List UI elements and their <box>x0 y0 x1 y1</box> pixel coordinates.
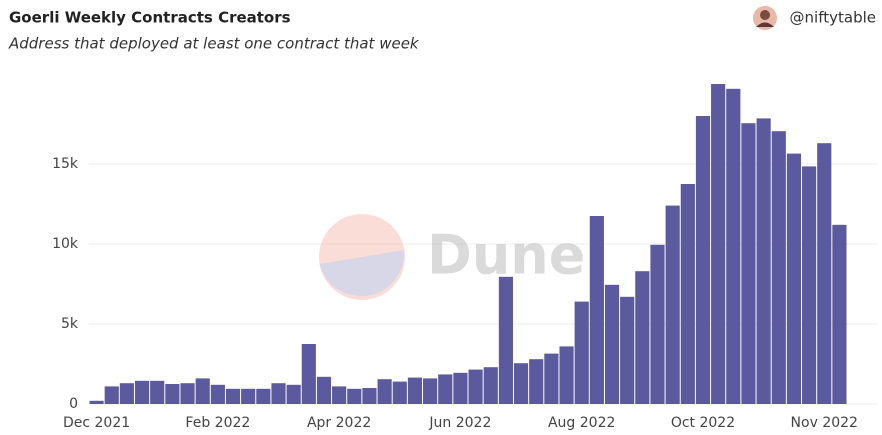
y-tick-label: 0 <box>69 396 78 412</box>
bar <box>771 131 786 404</box>
bar <box>513 363 529 404</box>
bar <box>256 388 271 404</box>
x-tick-label: Dec 2021 <box>63 415 130 431</box>
avatar <box>753 6 777 30</box>
y-tick-label: 10k <box>52 236 79 252</box>
bar <box>680 184 695 404</box>
bar <box>726 88 741 405</box>
bar <box>210 384 225 404</box>
bar <box>832 224 847 404</box>
bar <box>225 388 241 404</box>
bar <box>423 378 438 404</box>
x-tick-label: Oct 2022 <box>671 415 735 431</box>
bar <box>271 383 286 404</box>
bar <box>544 353 559 404</box>
x-tick-label: Aug 2022 <box>548 415 615 431</box>
bar <box>195 378 210 404</box>
bar <box>377 379 392 404</box>
bar <box>134 380 150 404</box>
bar <box>332 386 347 404</box>
bar <box>711 84 726 404</box>
x-tick-label: Nov 2022 <box>791 415 858 431</box>
bar <box>347 388 362 404</box>
x-tick-label: Jun 2022 <box>428 415 491 431</box>
bar <box>589 216 604 404</box>
bar <box>392 381 407 404</box>
bar <box>180 383 195 404</box>
bar <box>604 284 620 404</box>
bar <box>241 388 256 404</box>
chart-title: Goerli Weekly Contracts Creators <box>9 9 291 27</box>
y-tick-label: 5k <box>61 316 79 332</box>
bar <box>529 359 544 404</box>
bar <box>650 244 665 404</box>
watermark: Dune <box>319 214 585 300</box>
bar <box>301 344 316 404</box>
bar <box>665 205 680 404</box>
bar <box>119 383 134 404</box>
bar <box>817 143 832 404</box>
bar <box>786 153 802 404</box>
bar <box>741 123 756 404</box>
bar <box>620 296 635 404</box>
x-tick-label: Apr 2022 <box>307 415 371 431</box>
bar <box>150 380 165 404</box>
bar <box>89 400 104 404</box>
bar <box>165 384 180 404</box>
bar <box>756 118 771 405</box>
bar <box>483 367 498 404</box>
bar <box>802 166 817 404</box>
bar <box>635 271 650 404</box>
bar <box>453 372 468 404</box>
bar <box>468 369 483 404</box>
bar <box>286 384 301 404</box>
bar <box>362 388 377 404</box>
chart-subtitle: Address that deployed at least one contr… <box>8 35 420 53</box>
watermark-text: Dune <box>427 224 585 287</box>
y-tick-label: 15k <box>52 156 79 172</box>
bar <box>498 276 513 404</box>
x-tick-label: Feb 2022 <box>185 415 250 431</box>
bar <box>316 376 332 404</box>
author: @niftytable <box>790 9 876 27</box>
bar <box>407 377 423 404</box>
bar <box>695 116 711 404</box>
bar <box>438 374 453 404</box>
bar <box>559 346 574 404</box>
bar <box>574 301 589 404</box>
bar <box>104 386 119 404</box>
